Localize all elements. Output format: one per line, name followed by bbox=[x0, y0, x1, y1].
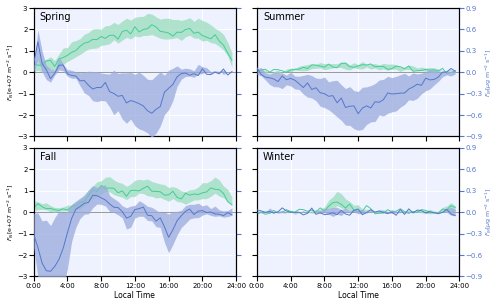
Text: Summer: Summer bbox=[263, 12, 304, 22]
Y-axis label: $F_N$[e+07 m$^{-2}$ s$^{-1}$]: $F_N$[e+07 m$^{-2}$ s$^{-1}$] bbox=[6, 184, 16, 241]
Text: Winter: Winter bbox=[263, 152, 295, 162]
Y-axis label: $F_M$[$\mu$g m$^{-2}$ s$^{-1}$]: $F_M$[$\mu$g m$^{-2}$ s$^{-1}$] bbox=[484, 188, 494, 237]
Text: Fall: Fall bbox=[40, 152, 56, 162]
Text: Spring: Spring bbox=[40, 12, 71, 22]
X-axis label: Local Time: Local Time bbox=[114, 291, 156, 300]
Y-axis label: $F_M$[$\mu$g m$^{-2}$ s$^{-1}$]: $F_M$[$\mu$g m$^{-2}$ s$^{-1}$] bbox=[484, 48, 494, 96]
X-axis label: Local Time: Local Time bbox=[338, 291, 378, 300]
Y-axis label: $F_N$[e+07 m$^{-2}$ s$^{-1}$]: $F_N$[e+07 m$^{-2}$ s$^{-1}$] bbox=[6, 44, 16, 101]
